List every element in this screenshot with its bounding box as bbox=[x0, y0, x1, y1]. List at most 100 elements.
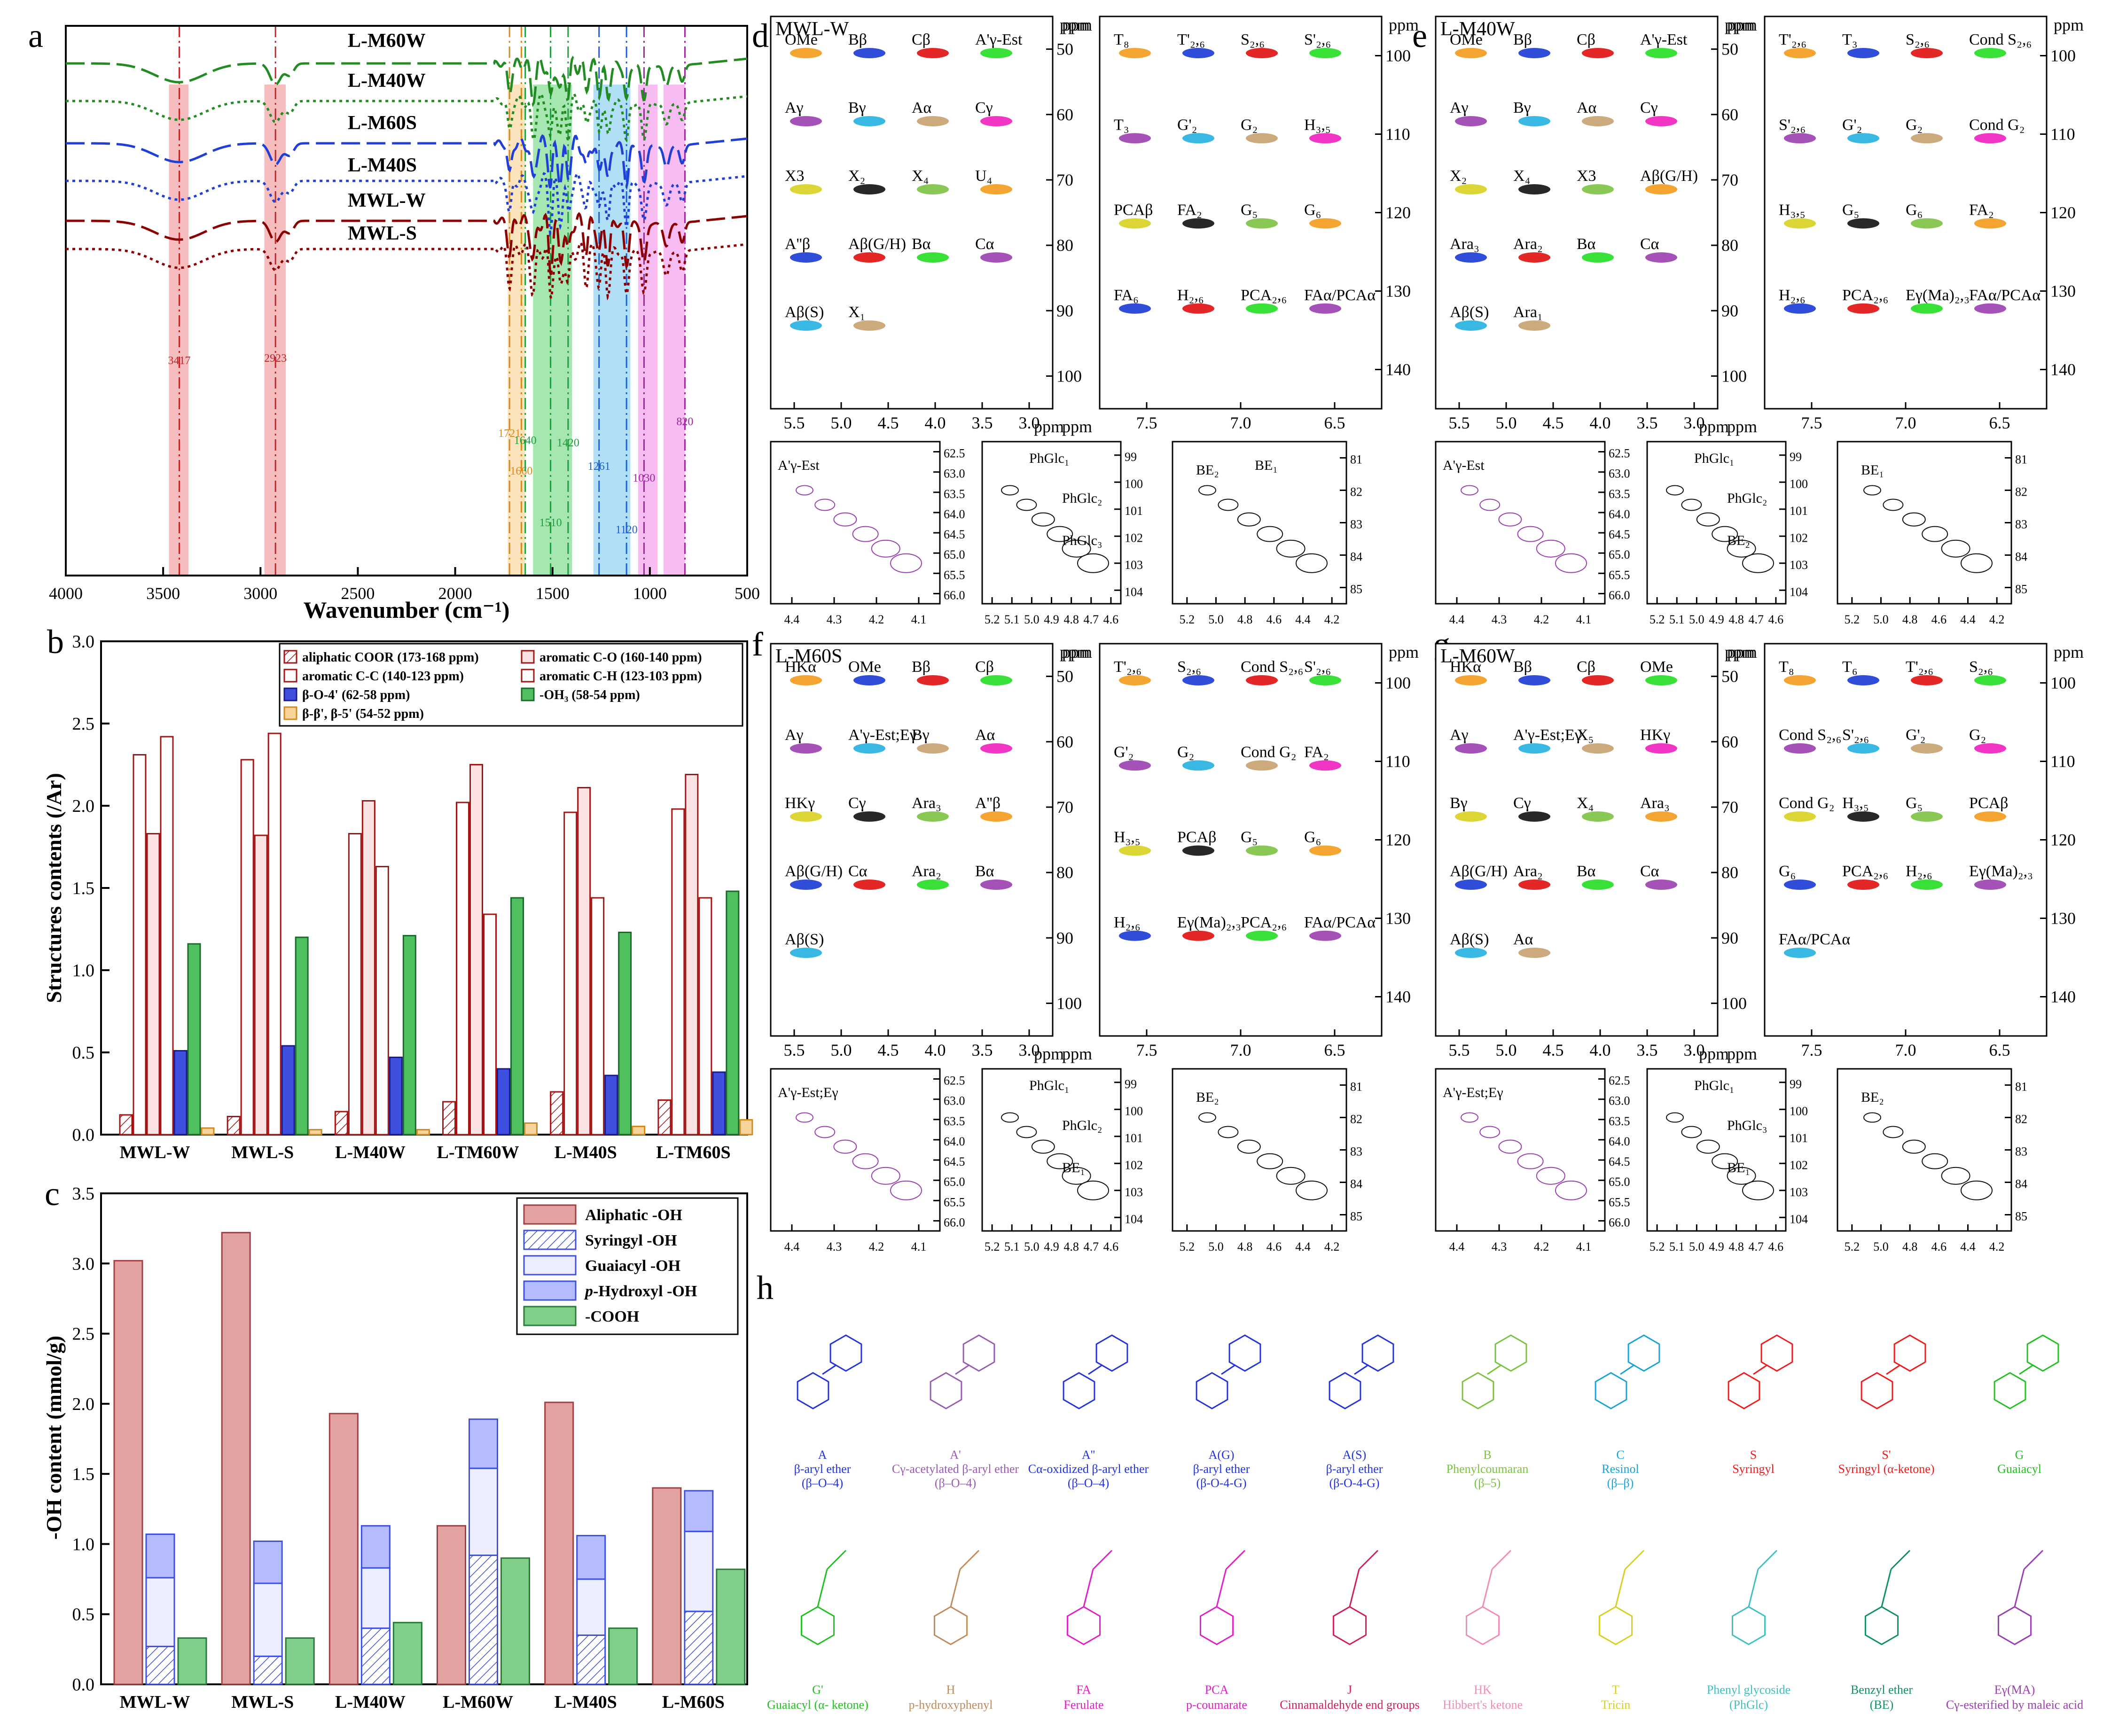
nmr-crosspeak bbox=[1518, 880, 1550, 890]
nmr-peak-label: Ara₃ bbox=[1640, 794, 1670, 812]
nmr-x-tick-label: 4.2 bbox=[869, 613, 884, 626]
nmr-subpanel-label: A'γ-Est;Eγ bbox=[1443, 1085, 1503, 1100]
structures-category-label: L-TM60W bbox=[437, 1143, 519, 1162]
structures-bar bbox=[295, 936, 309, 1136]
nmr-x-tick-label: 4.4 bbox=[1295, 1240, 1311, 1253]
structures-legend-label: β-β', β-5' (54-52 ppm) bbox=[302, 707, 424, 721]
nmr-contour bbox=[1555, 1180, 1587, 1200]
nmr-y-tick-label: 130 bbox=[2050, 909, 2076, 928]
nmr-peak-label: Bα bbox=[1577, 863, 1596, 880]
nmr-crosspeak bbox=[1119, 845, 1151, 856]
nmr-peak-label: Cond G₂ bbox=[1241, 743, 1297, 761]
structure-bond bbox=[1349, 1569, 1360, 1607]
nmr-contour bbox=[1902, 1139, 1926, 1154]
nmr-peak-label: G₆ bbox=[1304, 202, 1321, 219]
nmr-contour bbox=[1961, 553, 1993, 573]
nmr-x-tick-label: 5.0 bbox=[831, 413, 852, 432]
nmr-ppm-label: ppm bbox=[1727, 417, 1757, 436]
nmr-crosspeak bbox=[1119, 218, 1151, 229]
structure-bond-label: (β–O–4) bbox=[935, 1476, 976, 1490]
nmr-peak-label: Aα bbox=[975, 726, 995, 744]
nmr-peak-label: Bβ bbox=[1513, 658, 1532, 676]
hydroxyl-legend-swatch bbox=[523, 1230, 577, 1250]
nmr-crosspeak bbox=[980, 48, 1012, 58]
nmr-y-tick-label: 99 bbox=[1790, 1077, 1802, 1091]
structure-name: p-hydroxyphenyl bbox=[908, 1698, 993, 1712]
nmr-peak-label: Aγ bbox=[1450, 99, 1469, 117]
nmr-contour bbox=[1276, 539, 1306, 558]
structures-bar bbox=[173, 1050, 188, 1136]
hydroxyl-bar-cooh bbox=[177, 1637, 207, 1685]
nmr-crosspeak bbox=[1784, 880, 1816, 890]
hydroxyl-category-label: L-M40S bbox=[555, 1692, 617, 1712]
structure-bond bbox=[2014, 1569, 2025, 1607]
nmr-peak-label: A'γ-Est;Eγ bbox=[1513, 726, 1582, 744]
nmr-y-tick-label: 64.5 bbox=[1609, 528, 1630, 541]
hydroxyl-bar-aliphatic bbox=[437, 1525, 466, 1685]
structure-bond bbox=[822, 1364, 837, 1375]
nmr-x-tick-label: 5.0 bbox=[1024, 613, 1040, 626]
nmr-crosspeak bbox=[917, 880, 949, 890]
structure-code: S bbox=[1750, 1448, 1757, 1462]
nmr-crosspeak bbox=[1182, 303, 1214, 314]
hydroxyl-y-tick-label: 1.5 bbox=[72, 1464, 95, 1484]
nmr-peak-label: H₂,₆ bbox=[1906, 863, 1932, 880]
nmr-peak-label: FAα/PCAα bbox=[1779, 931, 1850, 948]
nmr-contour bbox=[1047, 526, 1073, 542]
nmr-y-tick-label: 84 bbox=[2015, 550, 2027, 564]
nmr-contour bbox=[1498, 1139, 1522, 1154]
nmr-crosspeak bbox=[1847, 675, 1879, 685]
nmr-x-tick-label: 4.2 bbox=[1324, 613, 1340, 626]
panel-letter-c: c bbox=[45, 1175, 60, 1213]
nmr-y-tick-label: 81 bbox=[2015, 1080, 2027, 1094]
nmr-crosspeak bbox=[790, 48, 822, 58]
nmr-y-tick-label: 102 bbox=[1790, 531, 1808, 545]
structures-bar bbox=[739, 1119, 753, 1136]
hydroxyl-category-label: MWL-W bbox=[120, 1692, 190, 1712]
nmr-crosspeak bbox=[1455, 252, 1487, 263]
nmr-contour bbox=[1237, 512, 1261, 527]
structure-code: S' bbox=[1882, 1448, 1891, 1462]
nmr-contour bbox=[1681, 498, 1702, 511]
nmr-contour bbox=[1016, 1126, 1037, 1138]
nmr-crosspeak bbox=[790, 320, 822, 331]
nmr-subpanel-label: PhGlc₂ bbox=[1062, 1118, 1102, 1133]
nmr-y-tick-label: 60 bbox=[1056, 732, 1073, 751]
nmr-peak-label: Aα bbox=[1577, 99, 1597, 117]
nmr-crosspeak bbox=[1974, 133, 2006, 144]
nmr-crosspeak bbox=[1518, 743, 1550, 754]
nmr-y-tick-label: 60 bbox=[1721, 732, 1738, 751]
nmr-x-tick-label: 4.2 bbox=[1534, 613, 1549, 626]
nmr-crosspeak bbox=[1784, 948, 1816, 958]
structure-name: Ferulate bbox=[1063, 1698, 1103, 1712]
nmr-crosspeak bbox=[1119, 675, 1151, 685]
hydroxyl-bar-phenolic bbox=[684, 1490, 714, 1533]
nmr-y-tick-label: 65.5 bbox=[944, 568, 965, 582]
nmr-peak-label: G₂ bbox=[1241, 116, 1258, 133]
structure-ring bbox=[1728, 1372, 1760, 1409]
structures-legend-swatch bbox=[283, 650, 297, 664]
nmr-x-tick-label: 4.3 bbox=[1492, 613, 1507, 626]
nmr-contour bbox=[833, 1139, 857, 1154]
ftir-band-label: 2923 bbox=[264, 352, 287, 365]
structure-bond bbox=[1487, 1364, 1502, 1375]
nmr-contour bbox=[1681, 1126, 1702, 1138]
nmr-peak-label: G'₂ bbox=[1177, 116, 1197, 133]
hydroxyl-legend-label: Aliphatic -OH bbox=[585, 1207, 682, 1224]
nmr-y-tick-label: 110 bbox=[1385, 125, 1410, 144]
hydroxyl-legend-swatch bbox=[523, 1204, 577, 1225]
ftir-series-label: L-M40W bbox=[348, 70, 426, 92]
nmr-crosspeak bbox=[1911, 811, 1943, 822]
nmr-y-tick-label: 90 bbox=[1056, 928, 1073, 947]
nmr-x-tick-label: 4.5 bbox=[878, 413, 899, 432]
nmr-crosspeak bbox=[1974, 743, 2006, 754]
structure-ring bbox=[2026, 1334, 2059, 1372]
nmr-y-tick-label: 66.0 bbox=[1609, 1215, 1630, 1229]
nmr-contour bbox=[1696, 1139, 1720, 1154]
nmr-x-tick-label: 4.6 bbox=[1103, 1240, 1119, 1253]
nmr-y-tick-label: 101 bbox=[1125, 1131, 1143, 1145]
structure-ring bbox=[1731, 1606, 1766, 1645]
nmr-x-tick-label: 4.1 bbox=[911, 1240, 927, 1253]
nmr-x-tick-label: 4.6 bbox=[1266, 1240, 1282, 1253]
